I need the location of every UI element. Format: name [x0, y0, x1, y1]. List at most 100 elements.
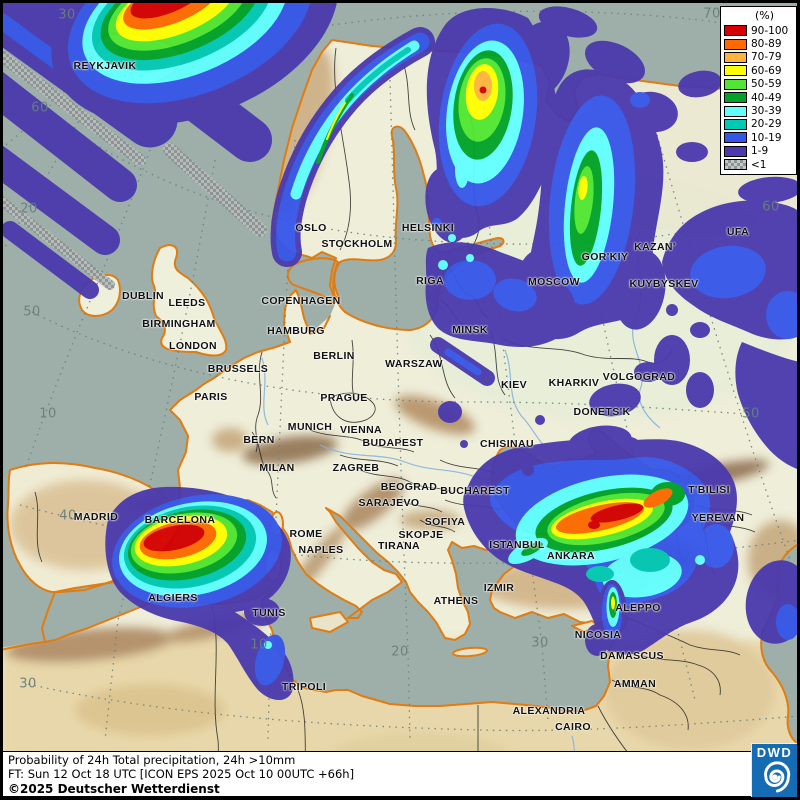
legend-label: 20-29 — [751, 118, 782, 131]
city-label-budapest: BUDAPEST — [362, 437, 424, 449]
city-label-london: LONDON — [169, 340, 217, 352]
grid-label: 60 — [31, 100, 49, 116]
precip-norway-band — [270, 27, 435, 267]
city-label-hamburg: HAMBURG — [267, 325, 325, 337]
grid-label: 20 — [391, 644, 409, 660]
city-label-berlin: BERLIN — [313, 350, 355, 362]
island-crete — [452, 646, 488, 658]
legend-swatch — [724, 118, 747, 130]
grid-label: 30 — [19, 676, 37, 692]
grid-label: 50 — [742, 406, 760, 422]
grid-label: 10 — [39, 406, 57, 422]
grid-label: 30 — [58, 7, 76, 23]
baltic-sea — [286, 125, 505, 331]
legend-swatch — [724, 132, 747, 144]
copyright-notice: ©2025 Deutscher Wetterdienst — [8, 781, 220, 796]
city-label-ankara: ANKARA — [547, 550, 595, 562]
city-label-amman: AMMAN — [613, 678, 657, 690]
city-label-algiers: ALGIERS — [148, 592, 198, 604]
city-label-sofiya: SOFIYA — [424, 516, 466, 528]
city-label-vienna: VIENNA — [339, 424, 383, 436]
legend-label: 1-9 — [751, 145, 769, 158]
city-label-skopje: SKOPJE — [398, 529, 444, 541]
legend-swatch — [724, 51, 747, 63]
info-bar: Probability of 24h Total precipitation, … — [2, 751, 796, 797]
city-label-beograd: BEOGRAD — [380, 481, 438, 493]
legend-row: 50-59 — [724, 78, 793, 91]
city-label-kharkiv: KHARKIV — [548, 377, 600, 389]
city-label-sarajevo: SARAJEVO — [358, 497, 420, 509]
island-sicily — [309, 611, 349, 633]
city-label-gorkiy: GOR'KIY — [581, 251, 629, 263]
grid-label: 60 — [762, 199, 780, 215]
legend-swatch — [724, 159, 747, 171]
city-label-paris: PARIS — [194, 391, 228, 403]
city-label-madrid: MADRID — [73, 511, 119, 523]
grid-label: 20 — [20, 201, 38, 217]
city-label-chisinau: CHISINAU — [480, 438, 534, 450]
precip-spain-blob — [105, 486, 294, 701]
legend-swatch — [724, 105, 747, 117]
city-label-barcelona: BARCELONA — [144, 514, 216, 526]
city-label-moscow: MOSCOW — [528, 276, 580, 288]
legend-swatch — [724, 25, 747, 37]
legend-swatch — [724, 92, 747, 104]
dwd-logo: DWD — [751, 743, 798, 798]
legend-row: 70-79 — [724, 51, 793, 64]
legend-label: 40-49 — [751, 91, 782, 104]
city-label-milan: MILAN — [259, 462, 295, 474]
dwd-logo-text: DWD — [756, 745, 793, 760]
precip-iceland-blob — [51, 0, 339, 125]
city-label-bern: BERN — [243, 434, 275, 446]
legend-swatch — [724, 78, 747, 90]
city-label-helsinki: HELSINKI — [401, 222, 455, 234]
legend-row: 1-9 — [724, 145, 793, 158]
legend-row: 40-49 — [724, 91, 793, 104]
city-label-stockholm: STOCKHOLM — [321, 238, 393, 250]
legend-label: 90-100 — [751, 24, 789, 37]
city-label-leeds: LEEDS — [168, 297, 206, 309]
city-label-yerevan: YEREVAN — [691, 512, 745, 524]
legend-swatch — [724, 145, 747, 157]
city-label-oslo: OSLO — [295, 222, 327, 234]
city-label-damascus: DAMASCUS — [600, 650, 664, 662]
city-label-dublin: DUBLIN — [121, 290, 165, 302]
precip-finland-blob — [425, 7, 570, 243]
legend-row: <1 — [724, 158, 793, 171]
city-label-zagreb: ZAGREB — [332, 462, 380, 474]
city-label-kuybyskev: KUYBYSKEV — [629, 278, 699, 290]
precipitation-layer — [0, 0, 800, 701]
city-label-kiev: KIEV — [500, 379, 528, 391]
city-label-volgograd: VOLGOGRAD — [602, 371, 676, 383]
city-label-cairo: CAIRO — [555, 721, 591, 733]
city-label-athens: ATHENS — [433, 595, 479, 607]
city-label-nicosia: NICOSIA — [574, 629, 622, 641]
forecast-time: FT: Sun 12 Oct 18 UTC [ICON EPS 2025 Oct… — [8, 767, 355, 782]
legend-label: 80-89 — [751, 38, 782, 51]
city-label-rome: ROME — [289, 528, 323, 540]
city-label-aleppo: ALEPPO — [615, 602, 661, 614]
city-label-riga: RIGA — [416, 275, 444, 287]
city-label-munich: MUNICH — [287, 421, 333, 433]
legend-row: 20-29 — [724, 118, 793, 131]
grid-label: 50 — [23, 304, 41, 320]
city-label-copenhagen: COPENHAGEN — [261, 295, 341, 307]
grid-label: 30 — [531, 635, 549, 651]
city-label-birmingham: BIRMINGHAM — [142, 318, 216, 330]
legend-row: 80-89 — [724, 37, 793, 50]
legend-label: 30-39 — [751, 105, 782, 118]
city-label-izmir: IZMIR — [483, 582, 515, 594]
grid-label: 70 — [703, 6, 721, 22]
legend-swatch — [724, 38, 747, 50]
city-label-kazan: KAZAN' — [634, 241, 676, 253]
legend-label: 50-59 — [751, 78, 782, 91]
city-label-prague: PRAGUE — [320, 392, 368, 404]
grid-label: 10 — [250, 637, 268, 653]
city-label-tbilisi: T'BILISI — [688, 484, 730, 496]
legend-label: 60-69 — [751, 64, 782, 77]
precip-turkey-blob — [463, 439, 739, 656]
legend-title: (%) — [754, 9, 775, 22]
legend-row: 90-100 — [724, 24, 793, 37]
legend-label: <1 — [751, 158, 767, 171]
legend-label: 70-79 — [751, 51, 782, 64]
